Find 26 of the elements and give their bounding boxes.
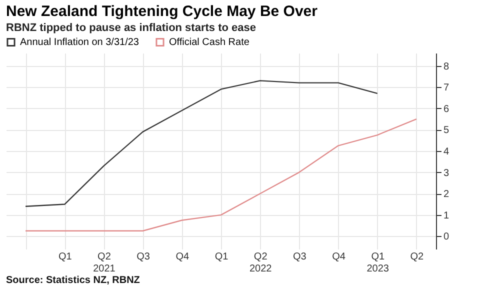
legend-label: Official Cash Rate bbox=[169, 37, 250, 48]
line-series bbox=[24, 118, 418, 232]
line-series bbox=[24, 80, 378, 207]
x-tick-label: Q2 2022 bbox=[249, 252, 272, 274]
y-tick-label: 2 bbox=[444, 189, 450, 200]
y-tick-label: 3 bbox=[444, 168, 450, 179]
x-tick-label: Q3 bbox=[293, 252, 307, 262]
y-tick-label: 5 bbox=[444, 125, 450, 136]
chart-subtitle: RBNZ tipped to pause as inflation starts to ease bbox=[6, 22, 256, 34]
x-tick-label: Q2 2021 bbox=[93, 252, 116, 274]
y-tick-label: 6 bbox=[444, 104, 450, 115]
legend-label: Annual Inflation on 3/31/23 bbox=[20, 37, 140, 48]
y-tick-label: 4 bbox=[444, 146, 450, 158]
x-tick-label: Q1 bbox=[58, 252, 72, 262]
y-tick-label: 0 bbox=[444, 232, 450, 243]
source-note: Source: Statistics NZ, RBNZ bbox=[5, 275, 141, 286]
y-tick-label: 7 bbox=[444, 82, 450, 94]
x-tick-label: Q2 bbox=[410, 252, 424, 262]
x-tick-label: Q1 2023 bbox=[366, 252, 390, 274]
chart-title: New Zealand Tightening Cycle May Be Over bbox=[6, 3, 318, 20]
x-tick-label: Q3 bbox=[136, 252, 150, 262]
x-tick-label: Q4 bbox=[176, 252, 190, 262]
y-tick-label: 8 bbox=[444, 61, 450, 72]
y-tick-label: 1 bbox=[444, 210, 450, 222]
x-tick-label: Q1 bbox=[214, 252, 229, 262]
x-tick-label: Q4 bbox=[332, 252, 346, 262]
